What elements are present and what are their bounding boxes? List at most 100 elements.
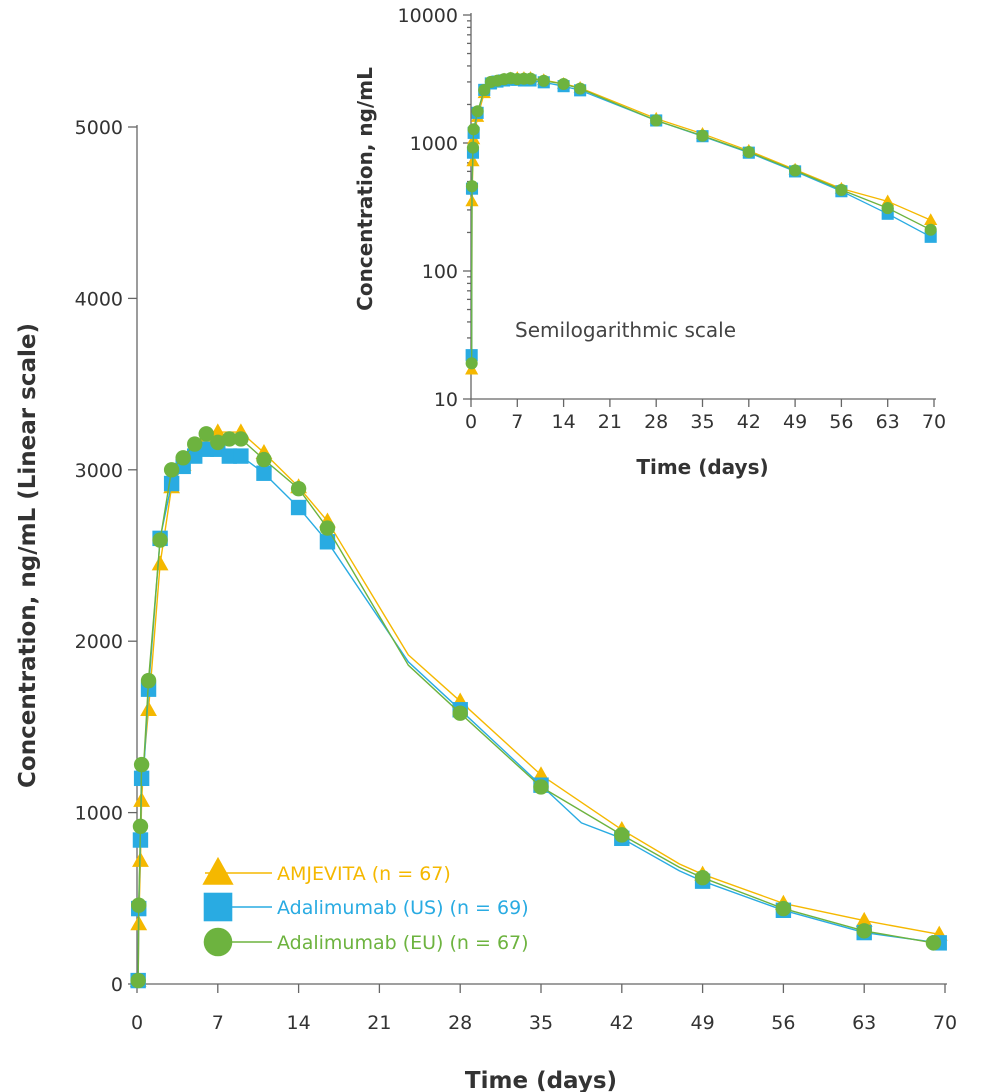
inset-data-point <box>696 129 709 142</box>
main-series-line-3 <box>137 433 934 981</box>
inset-x-tick-label: 63 <box>876 411 900 433</box>
main-y-tick-label: 0 <box>111 974 123 996</box>
main-x-tick-label: 49 <box>691 1012 715 1034</box>
inset-y-tick-label: 1000 <box>410 133 458 155</box>
main-data-point <box>233 431 249 447</box>
main-data-point <box>925 935 942 951</box>
main-data-point <box>198 426 214 442</box>
legend: AMJEVITA (n = 67) Adalimumab (US) (n = 69… <box>202 856 529 957</box>
inset-data-point <box>924 213 938 226</box>
inset-x-tick-label: 70 <box>922 411 946 433</box>
inset-x-tick-label: 42 <box>737 411 761 433</box>
inset-y-tick-label: 10000 <box>398 5 458 27</box>
legend-marker-square <box>203 892 233 922</box>
inset-x-tick-label: 0 <box>465 411 477 433</box>
main-series-line-2 <box>137 448 940 981</box>
inset-x-tick-label: 21 <box>598 411 622 433</box>
main-series-line-1 <box>137 431 940 981</box>
main-data-point <box>130 972 146 989</box>
main-data-point <box>233 448 249 464</box>
inset-data-point <box>835 183 848 196</box>
main-x-tick-label: 21 <box>367 1012 391 1034</box>
scale-annotation: Semilogarithmic scale <box>515 318 736 342</box>
main-data-point <box>140 701 157 717</box>
inset-data-point <box>478 84 491 97</box>
main-x-tick-label: 0 <box>131 1012 143 1034</box>
main-y-axis-title: Concentration, ng/mL (Linear scale) <box>15 323 41 788</box>
main-x-tick-label: 35 <box>529 1012 553 1034</box>
main-data-point <box>290 499 307 516</box>
inset-y-axis-title: Concentration, ng/mL <box>353 67 377 311</box>
main-data-point <box>133 756 150 773</box>
main-y-tick-label: 4000 <box>75 288 123 310</box>
inset-series-line-2 <box>471 79 932 356</box>
main-x-axis-title: Time (days) <box>465 1068 617 1092</box>
inset-data-point <box>471 105 484 118</box>
legend-label: Adalimumab (EU) (n = 67) <box>277 932 529 954</box>
main-data-point <box>210 434 226 451</box>
main-data-point <box>132 818 149 835</box>
main-x-tick-label: 14 <box>287 1012 311 1034</box>
inset-x-tick-label: 49 <box>783 411 807 433</box>
inset-x-tick-label: 7 <box>511 411 523 433</box>
main-data-point <box>533 779 549 795</box>
inset-x-tick-label: 14 <box>552 411 576 433</box>
inset-data-point <box>742 145 755 159</box>
inset-x-axis-title: Time (days) <box>636 455 768 479</box>
main-data-point <box>452 705 468 721</box>
main-data-point <box>290 480 307 497</box>
main-data-point <box>152 532 168 548</box>
inset-data-point <box>557 77 570 91</box>
inset-data-point <box>650 114 663 127</box>
inset-x-tick-label: 28 <box>644 411 668 433</box>
main-x-tick-label: 7 <box>212 1012 224 1034</box>
main-data-point <box>256 451 272 468</box>
legend-marker-circle <box>203 927 233 957</box>
inset-data-point <box>789 164 802 177</box>
main-y-tick-label: 5000 <box>75 117 123 139</box>
main-x-tick-label: 70 <box>933 1012 957 1034</box>
inset-data-point <box>467 123 480 136</box>
main-data-point <box>319 534 336 550</box>
inset-y-tick-label: 100 <box>422 261 458 283</box>
legend-label: AMJEVITA (n = 67) <box>277 863 451 885</box>
main-y-tick-label: 1000 <box>75 803 123 825</box>
main-data-point <box>131 897 147 913</box>
inset-semilog-chart: 10 100 1000 10000 0 7 14 21 28 35 42 49 56 63 70 Time (… <box>353 5 946 479</box>
main-data-point <box>175 450 191 466</box>
main-data-point <box>532 766 550 782</box>
main-data-point <box>163 462 180 478</box>
main-data-point <box>151 555 169 571</box>
main-data-point <box>221 431 238 447</box>
inset-data-point <box>524 72 537 85</box>
main-y-tick-label: 3000 <box>75 460 123 482</box>
inset-data-point <box>537 74 550 87</box>
inset-y-tick-label: 10 <box>434 389 458 411</box>
inset-data-point <box>574 82 587 95</box>
inset-data-point <box>924 223 937 236</box>
inset-x-tick-label: 35 <box>690 411 714 433</box>
legend-label: Adalimumab (US) (n = 69) <box>277 897 529 919</box>
main-data-point <box>256 465 272 481</box>
inset-data-point <box>465 180 479 193</box>
main-data-point <box>319 520 336 536</box>
main-x-tick-label: 42 <box>610 1012 634 1034</box>
main-data-point <box>140 672 157 689</box>
main-data-point <box>856 923 872 939</box>
main-y-tick-label: 2000 <box>75 631 123 653</box>
main-x-tick-label: 28 <box>448 1012 472 1034</box>
main-data-point <box>187 436 203 452</box>
main-data-point <box>694 870 711 886</box>
inset-data-point <box>881 202 894 215</box>
inset-x-tick-label: 56 <box>829 411 853 433</box>
main-data-point <box>855 911 873 927</box>
main-x-tick-label: 56 <box>771 1012 795 1034</box>
legend-marker-triangle <box>202 856 234 885</box>
main-data-point <box>614 827 630 843</box>
inset-data-point <box>466 141 480 154</box>
inset-data-point <box>465 357 478 370</box>
main-data-point <box>775 900 792 917</box>
main-x-tick-label: 63 <box>852 1012 876 1034</box>
